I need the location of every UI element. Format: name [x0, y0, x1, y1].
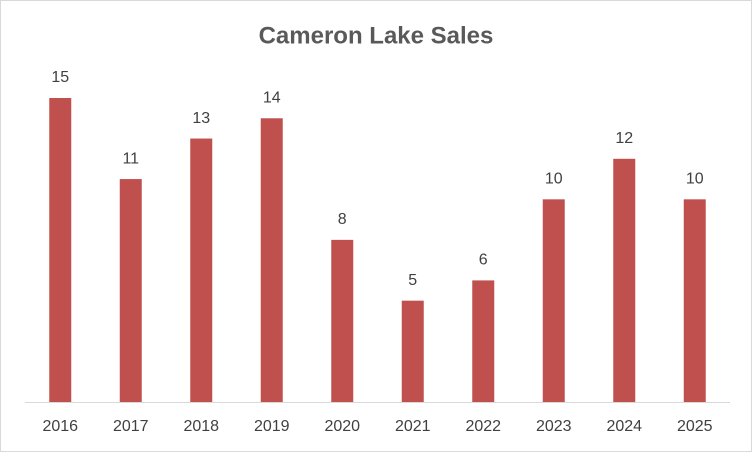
bar: [472, 280, 495, 402]
x-tick-label: 2022: [465, 418, 501, 435]
x-tick-label: 2023: [536, 418, 572, 435]
x-tick-label: 2018: [183, 418, 219, 435]
x-tick-label: 2016: [42, 418, 78, 435]
bar: [49, 98, 72, 402]
bar: [331, 239, 354, 402]
data-label: 13: [192, 110, 210, 127]
data-label: 11: [122, 150, 139, 167]
x-tick-label: 2020: [324, 418, 360, 435]
bar: [260, 118, 283, 403]
x-tick-label: 2019: [254, 418, 290, 435]
bar: [613, 158, 636, 402]
x-tick-label: 2024: [606, 418, 642, 435]
chart-title: Cameron Lake Sales: [259, 22, 494, 49]
data-label: 10: [686, 171, 704, 188]
x-tick-label: 2021: [395, 418, 431, 435]
data-label: 12: [615, 130, 633, 147]
data-label: 5: [408, 272, 417, 289]
data-label: 8: [338, 211, 347, 228]
data-label: 6: [479, 252, 488, 269]
bar: [119, 179, 142, 402]
x-tick-label: 2025: [677, 418, 713, 435]
bar: [542, 199, 565, 402]
data-label: 14: [263, 89, 281, 106]
data-label: 15: [51, 69, 69, 86]
data-label: 10: [545, 171, 563, 188]
bar: [683, 199, 706, 402]
bar: [190, 138, 213, 403]
bar: [401, 300, 424, 402]
x-tick-label: 2017: [113, 418, 149, 435]
